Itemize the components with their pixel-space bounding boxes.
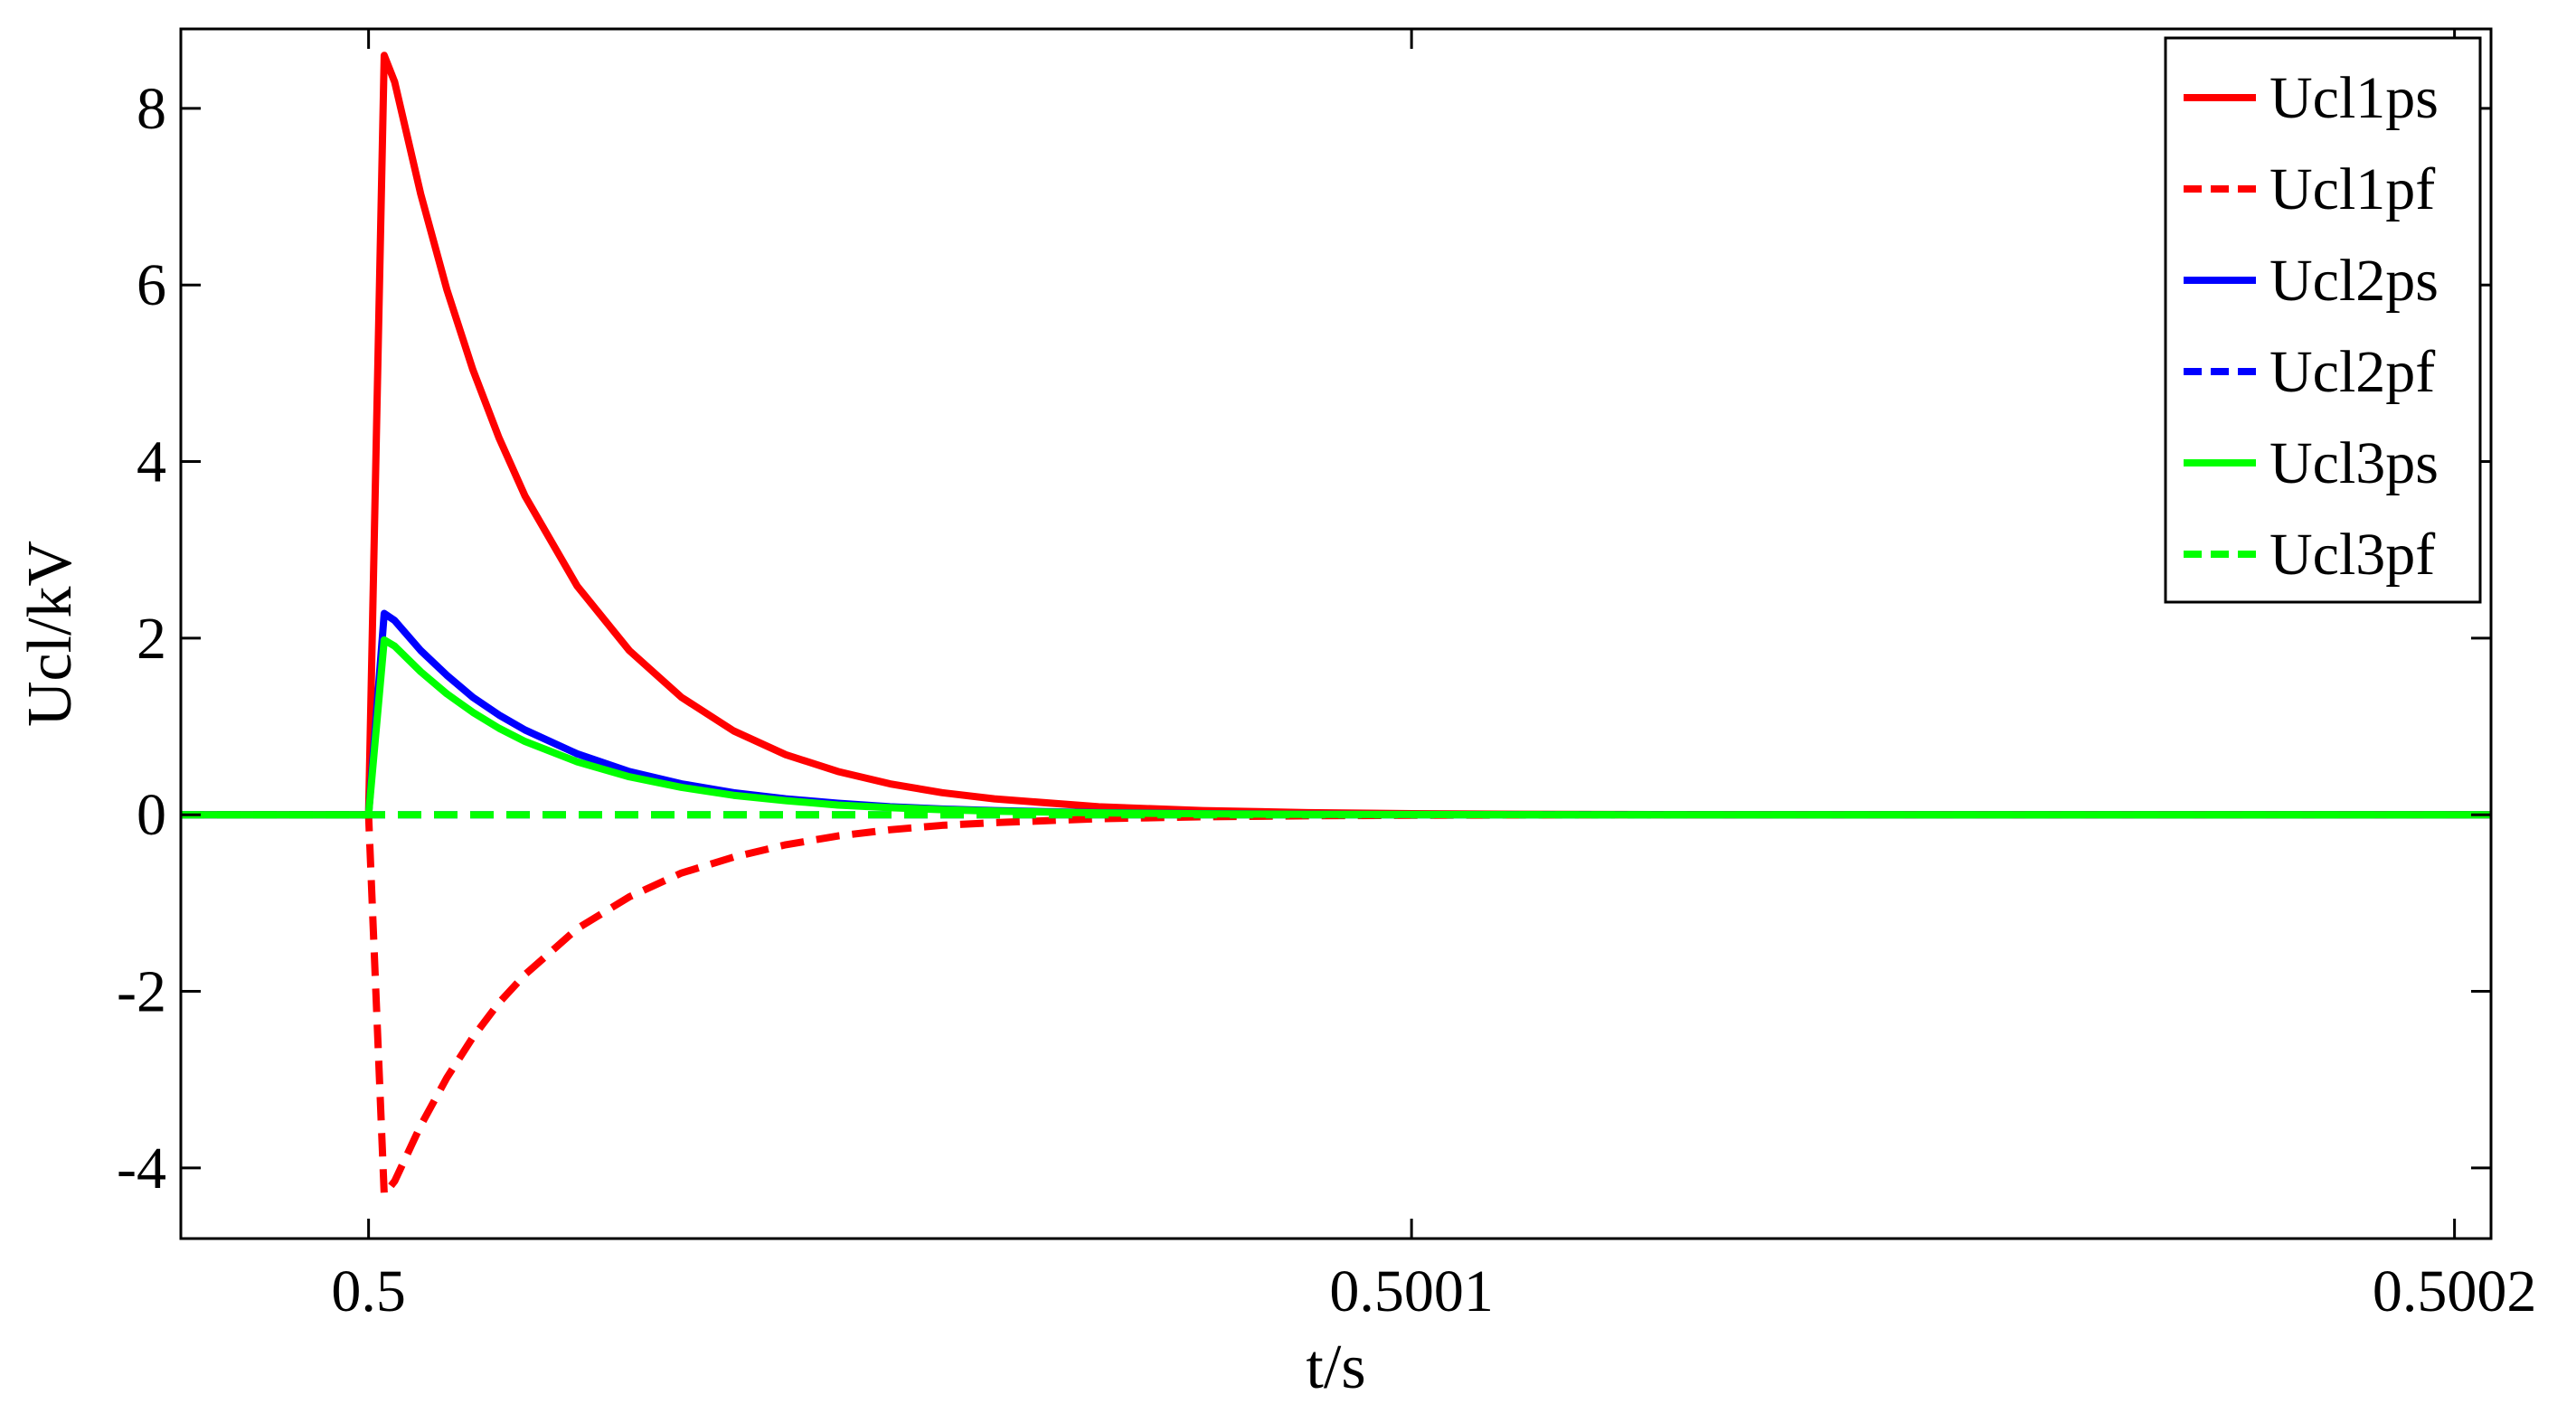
legend: Ucl1ps Ucl1pf Ucl2ps Ucl2pf Ucl3ps Ucl3pf (2164, 36, 2482, 604)
y-tick-label: -4 (117, 1135, 166, 1201)
x-axis-label: t/s (1306, 1333, 1365, 1402)
y-tick-label: -2 (117, 959, 166, 1025)
x-tick-label: 0.5001 (1329, 1258, 1494, 1324)
plot-frame (179, 27, 2493, 1240)
series-layer (181, 52, 2491, 1199)
y-tick-label: 0 (137, 782, 166, 848)
x-tick-label: 0.5002 (2373, 1258, 2537, 1324)
legend-label-Ucl1ps: Ucl1ps (2269, 65, 2439, 131)
legend-items: Ucl1ps Ucl1pf Ucl2ps Ucl2pf Ucl3ps Ucl3pf (2184, 65, 2439, 588)
y-axis-label: Ucl/kV (15, 541, 85, 727)
y-tick-label: 6 (137, 252, 166, 318)
series-line-Ucl3ps (181, 636, 2491, 819)
y-tick-label: 8 (137, 76, 166, 142)
legend-label-Ucl3pf: Ucl3pf (2269, 522, 2435, 588)
legend-label-Ucl2ps: Ucl2ps (2269, 248, 2439, 314)
y-tick-label: 2 (137, 606, 166, 672)
legend-box (2164, 36, 2482, 604)
legend-label-Ucl3ps: Ucl3ps (2269, 430, 2439, 496)
plot-background (181, 29, 2491, 1239)
legend-label-Ucl1pf: Ucl1pf (2269, 156, 2435, 222)
y-tick-label: 4 (137, 429, 166, 495)
x-tick-label: 0.5 (331, 1258, 406, 1324)
legend-label-Ucl2pf: Ucl2pf (2269, 339, 2435, 405)
plot-area (179, 27, 2493, 1240)
labels-layer: 0.5 0.5001 0.5002 -4 -2 0 2 4 6 8 (117, 76, 2536, 1324)
